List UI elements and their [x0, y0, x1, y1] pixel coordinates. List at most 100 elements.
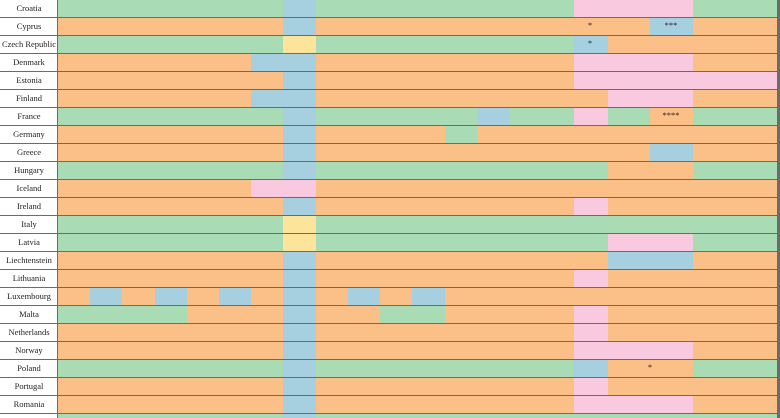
period-cell	[58, 252, 283, 269]
period-cell	[251, 90, 316, 107]
period-cell	[608, 360, 693, 377]
period-cell	[574, 198, 608, 215]
period-cell	[283, 342, 316, 359]
country-label: Denmark	[13, 57, 45, 67]
label-cell	[0, 396, 57, 413]
period-cell	[574, 270, 608, 287]
country-label: Romania	[14, 399, 45, 409]
period-cell	[693, 144, 777, 161]
period-cell	[58, 162, 283, 179]
period-cell	[650, 108, 693, 125]
period-cell	[283, 378, 316, 395]
period-cell	[693, 108, 777, 125]
label-cell	[0, 144, 57, 161]
note-mark: *	[588, 38, 592, 48]
country-label: Lithuania	[13, 273, 46, 283]
period-cell	[316, 270, 574, 287]
period-cell	[348, 288, 380, 305]
country-label: Cyprus	[17, 21, 42, 31]
period-cell	[58, 378, 283, 395]
period-cell	[445, 126, 477, 143]
period-cell	[380, 306, 445, 323]
period-cell	[187, 288, 219, 305]
note-mark: *	[648, 362, 652, 372]
period-cell	[283, 72, 316, 89]
label-cell	[0, 108, 57, 125]
period-cell	[316, 288, 348, 305]
period-cell	[316, 414, 777, 418]
period-cell	[574, 54, 693, 71]
period-cell	[412, 288, 445, 305]
label-cell	[0, 90, 57, 107]
period-cell	[283, 36, 316, 53]
period-cell	[90, 288, 122, 305]
period-cell	[693, 18, 777, 35]
period-cell	[155, 288, 187, 305]
period-cell	[316, 18, 650, 35]
label-cell	[0, 162, 57, 179]
country-label: Luxembourg	[7, 291, 52, 301]
period-cell	[251, 54, 316, 71]
label-cell	[0, 0, 57, 17]
period-cell	[283, 126, 316, 143]
period-cell	[316, 306, 380, 323]
period-cell	[58, 216, 283, 233]
period-cell	[283, 216, 316, 233]
label-cell	[0, 72, 57, 89]
note-mark: *	[588, 20, 592, 30]
period-cell	[574, 36, 608, 53]
label-cell	[0, 414, 57, 418]
period-cell	[316, 90, 608, 107]
period-cell	[608, 306, 777, 323]
period-cell	[608, 162, 693, 179]
period-cell	[58, 396, 283, 413]
period-cell	[187, 306, 283, 323]
note-mark: ****	[663, 110, 680, 120]
period-cell	[283, 414, 316, 418]
period-cell	[251, 288, 283, 305]
period-cell	[316, 54, 574, 71]
period-cell	[574, 108, 608, 125]
period-cell	[693, 252, 777, 269]
period-cell	[58, 324, 283, 341]
label-cell	[0, 126, 57, 143]
period-cell	[58, 72, 283, 89]
label-cell	[0, 324, 57, 341]
period-cell	[58, 342, 283, 359]
period-cell	[445, 288, 777, 305]
label-cell	[0, 36, 57, 53]
period-cell	[58, 360, 283, 377]
period-cell	[316, 126, 445, 143]
period-cell	[574, 378, 608, 395]
period-cell	[316, 198, 574, 215]
period-cell	[283, 162, 316, 179]
period-cell	[693, 162, 777, 179]
period-cell	[574, 360, 608, 377]
period-cell	[58, 414, 283, 418]
country-label: Croatia	[16, 3, 41, 13]
period-cell	[316, 144, 650, 161]
period-cell	[58, 126, 283, 143]
period-cell	[608, 198, 777, 215]
period-cell	[283, 108, 316, 125]
country-label: Norway	[15, 345, 43, 355]
label-cell	[0, 18, 57, 35]
period-cell	[316, 180, 777, 197]
label-cell	[0, 306, 57, 323]
period-cell	[316, 72, 574, 89]
period-cell	[283, 396, 316, 413]
label-cell	[0, 270, 57, 287]
period-cell	[58, 18, 283, 35]
period-cell	[58, 234, 283, 251]
period-cell	[316, 396, 574, 413]
period-cell	[316, 108, 477, 125]
period-cell	[316, 0, 574, 17]
period-cell	[693, 234, 777, 251]
period-cell	[283, 270, 316, 287]
period-cell	[283, 144, 316, 161]
period-cell	[316, 234, 608, 251]
period-cell	[693, 90, 777, 107]
period-cell	[608, 90, 693, 107]
period-cell	[58, 108, 283, 125]
